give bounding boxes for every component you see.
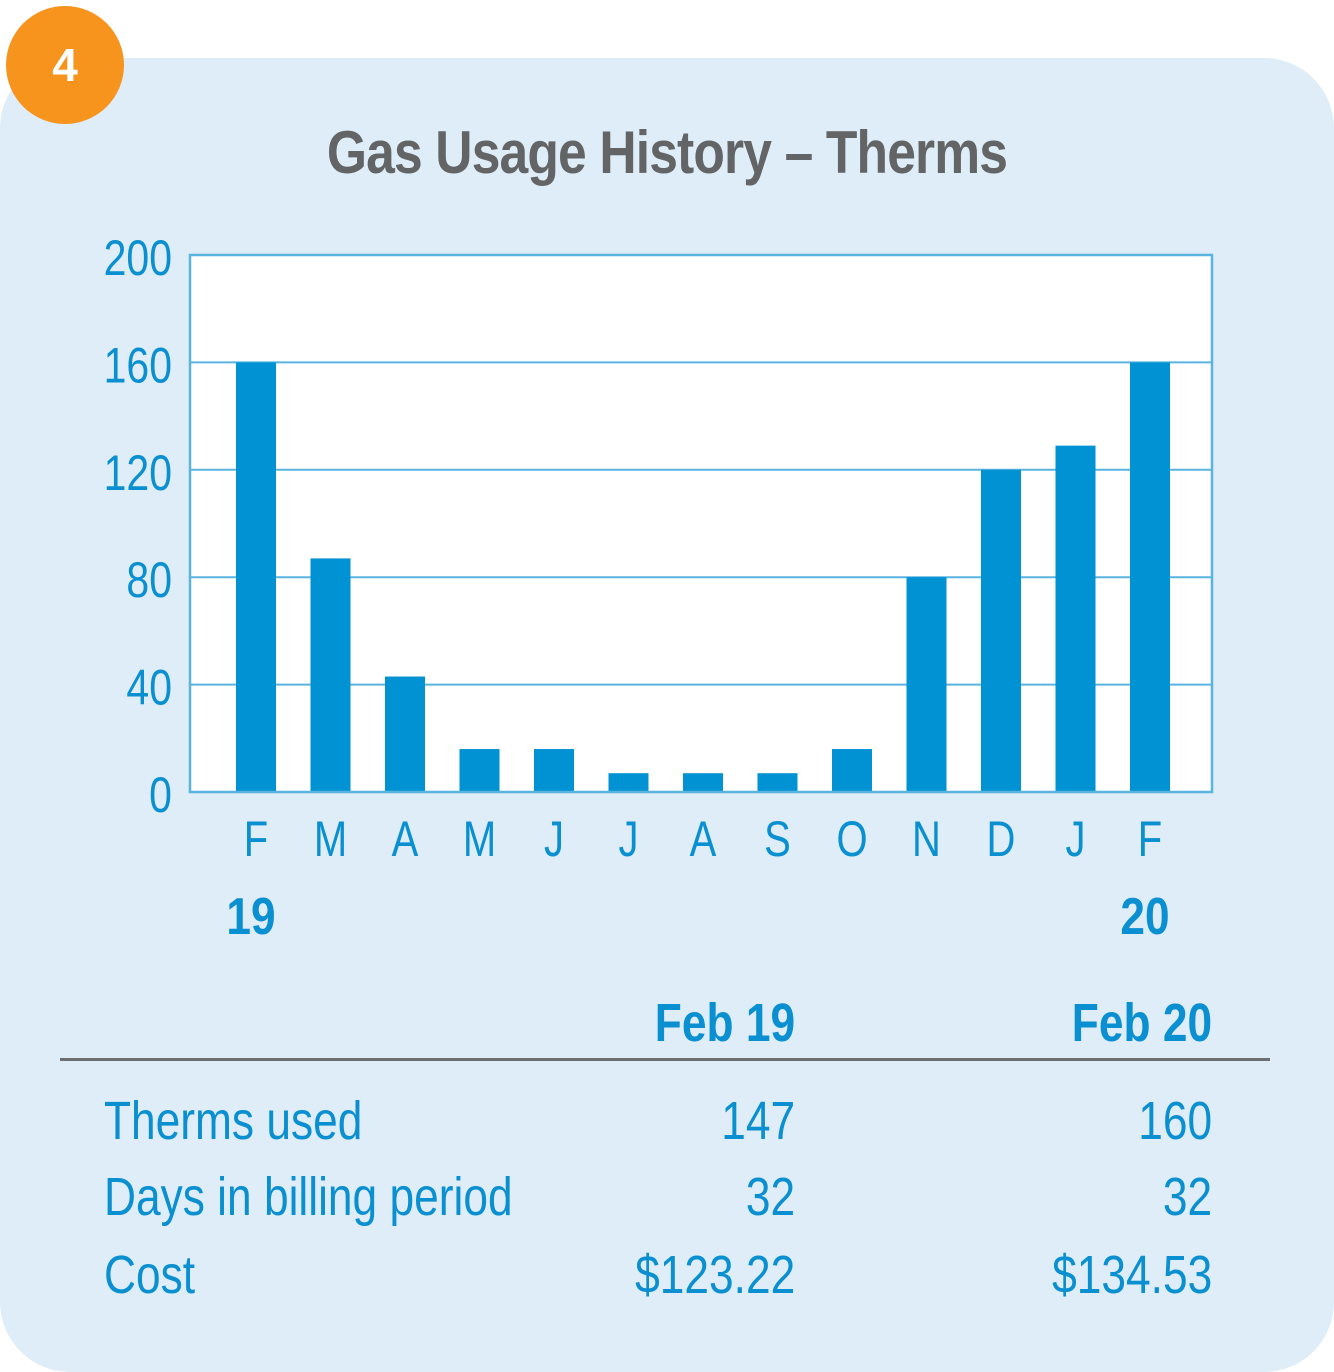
- x-tick-label: F: [1138, 811, 1162, 867]
- chart-title: Gas Usage History – Therms: [326, 119, 1008, 186]
- x-tick-label: F: [244, 811, 268, 867]
- x-tick-label: J: [544, 811, 564, 867]
- year-label: 20: [1120, 888, 1169, 946]
- x-tick-label: O: [836, 811, 867, 867]
- plot-area: [190, 255, 1212, 792]
- x-tick-label: D: [987, 811, 1016, 867]
- x-tick-label: M: [463, 811, 496, 867]
- y-tick-label: 40: [126, 660, 172, 716]
- x-tick-label: A: [392, 811, 419, 867]
- x-tick-label: J: [1065, 811, 1085, 867]
- bar: [236, 362, 276, 792]
- row-label: Days in billing period: [104, 1167, 513, 1227]
- x-tick-label: N: [912, 811, 941, 867]
- table-divider: [60, 1058, 1270, 1061]
- row-label: Cost: [104, 1245, 196, 1305]
- y-tick-label: 120: [104, 445, 172, 501]
- row-value: 32: [1162, 1167, 1212, 1227]
- bar: [1130, 362, 1170, 792]
- bar: [981, 469, 1021, 792]
- x-tick-label: S: [764, 811, 791, 867]
- bar: [906, 577, 947, 792]
- column-header: Feb 20: [1071, 993, 1212, 1053]
- step-badge: 4: [6, 6, 124, 124]
- bar: [459, 749, 500, 792]
- bar: [683, 773, 723, 792]
- row-value: 160: [1138, 1091, 1212, 1151]
- row-label: Therms used: [104, 1091, 363, 1151]
- y-tick-label: 0: [149, 767, 172, 823]
- y-tick-label: 200: [104, 230, 172, 286]
- bar: [832, 749, 872, 792]
- row-value: 32: [745, 1167, 795, 1227]
- x-tick-label: M: [314, 811, 347, 867]
- y-tick-label: 80: [126, 552, 172, 608]
- bar: [534, 749, 574, 792]
- bar: [608, 773, 649, 792]
- row-value: 147: [721, 1091, 795, 1151]
- column-header: Feb 19: [654, 993, 795, 1053]
- bar: [757, 773, 798, 792]
- year-label: 19: [226, 888, 275, 946]
- x-tick-label: A: [690, 811, 717, 867]
- row-value: $123.22: [634, 1245, 795, 1305]
- y-tick-label: 160: [104, 338, 172, 394]
- bar: [1055, 445, 1096, 792]
- x-tick-label: J: [618, 811, 638, 867]
- bar: [310, 558, 351, 792]
- bar: [385, 676, 425, 792]
- row-value: $134.53: [1051, 1245, 1212, 1305]
- plot-frame: [188, 253, 1214, 794]
